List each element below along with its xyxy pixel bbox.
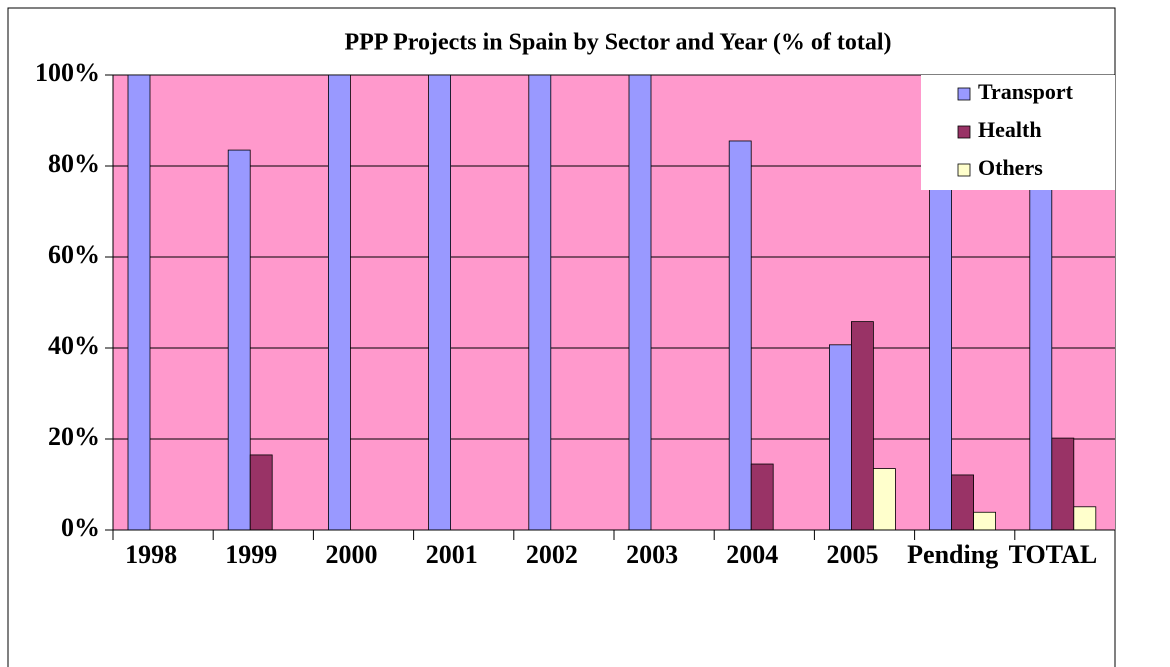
y-tick-label: 20% [48, 422, 100, 451]
bar [428, 74, 452, 531]
bar [750, 463, 774, 531]
x-tick-label: 2003 [626, 540, 678, 569]
y-tick-label: 0% [61, 513, 100, 542]
bar [528, 74, 552, 531]
legend-swatch [957, 125, 971, 139]
x-tick-label: 2005 [827, 540, 879, 569]
y-tick-label: 80% [48, 149, 100, 178]
y-tick-label: 40% [48, 331, 100, 360]
bar [227, 149, 251, 531]
bar [1051, 437, 1075, 531]
bar [829, 344, 852, 531]
bar [249, 454, 273, 531]
bar [327, 74, 351, 531]
x-tick-label: 2000 [326, 540, 378, 569]
bar [728, 140, 752, 531]
legend-swatch [957, 163, 971, 177]
x-tick-label: 1999 [225, 540, 277, 569]
bar [628, 74, 652, 531]
legend-label: Transport [978, 79, 1074, 104]
bar [951, 474, 974, 531]
x-tick-label: Pending [907, 540, 998, 569]
y-tick-label: 100% [35, 58, 100, 87]
bar [1029, 188, 1053, 531]
bar [851, 321, 874, 531]
bar [973, 511, 996, 531]
x-tick-label: 2001 [426, 540, 478, 569]
legend-swatch [957, 87, 971, 101]
x-tick-label: TOTAL [1009, 540, 1098, 569]
x-tick-label: 2004 [726, 540, 778, 569]
y-tick-label: 60% [48, 240, 100, 269]
chart-title: PPP Projects in Spain by Sector and Year… [344, 30, 891, 56]
bar [929, 147, 952, 531]
bar [873, 468, 896, 531]
legend-label: Others [978, 155, 1043, 180]
legend-box [921, 75, 1115, 190]
x-tick-label: 1998 [125, 540, 177, 569]
legend-label: Health [978, 117, 1042, 142]
bar [1073, 506, 1097, 531]
x-tick-label: 2002 [526, 540, 578, 569]
bar [127, 74, 151, 531]
